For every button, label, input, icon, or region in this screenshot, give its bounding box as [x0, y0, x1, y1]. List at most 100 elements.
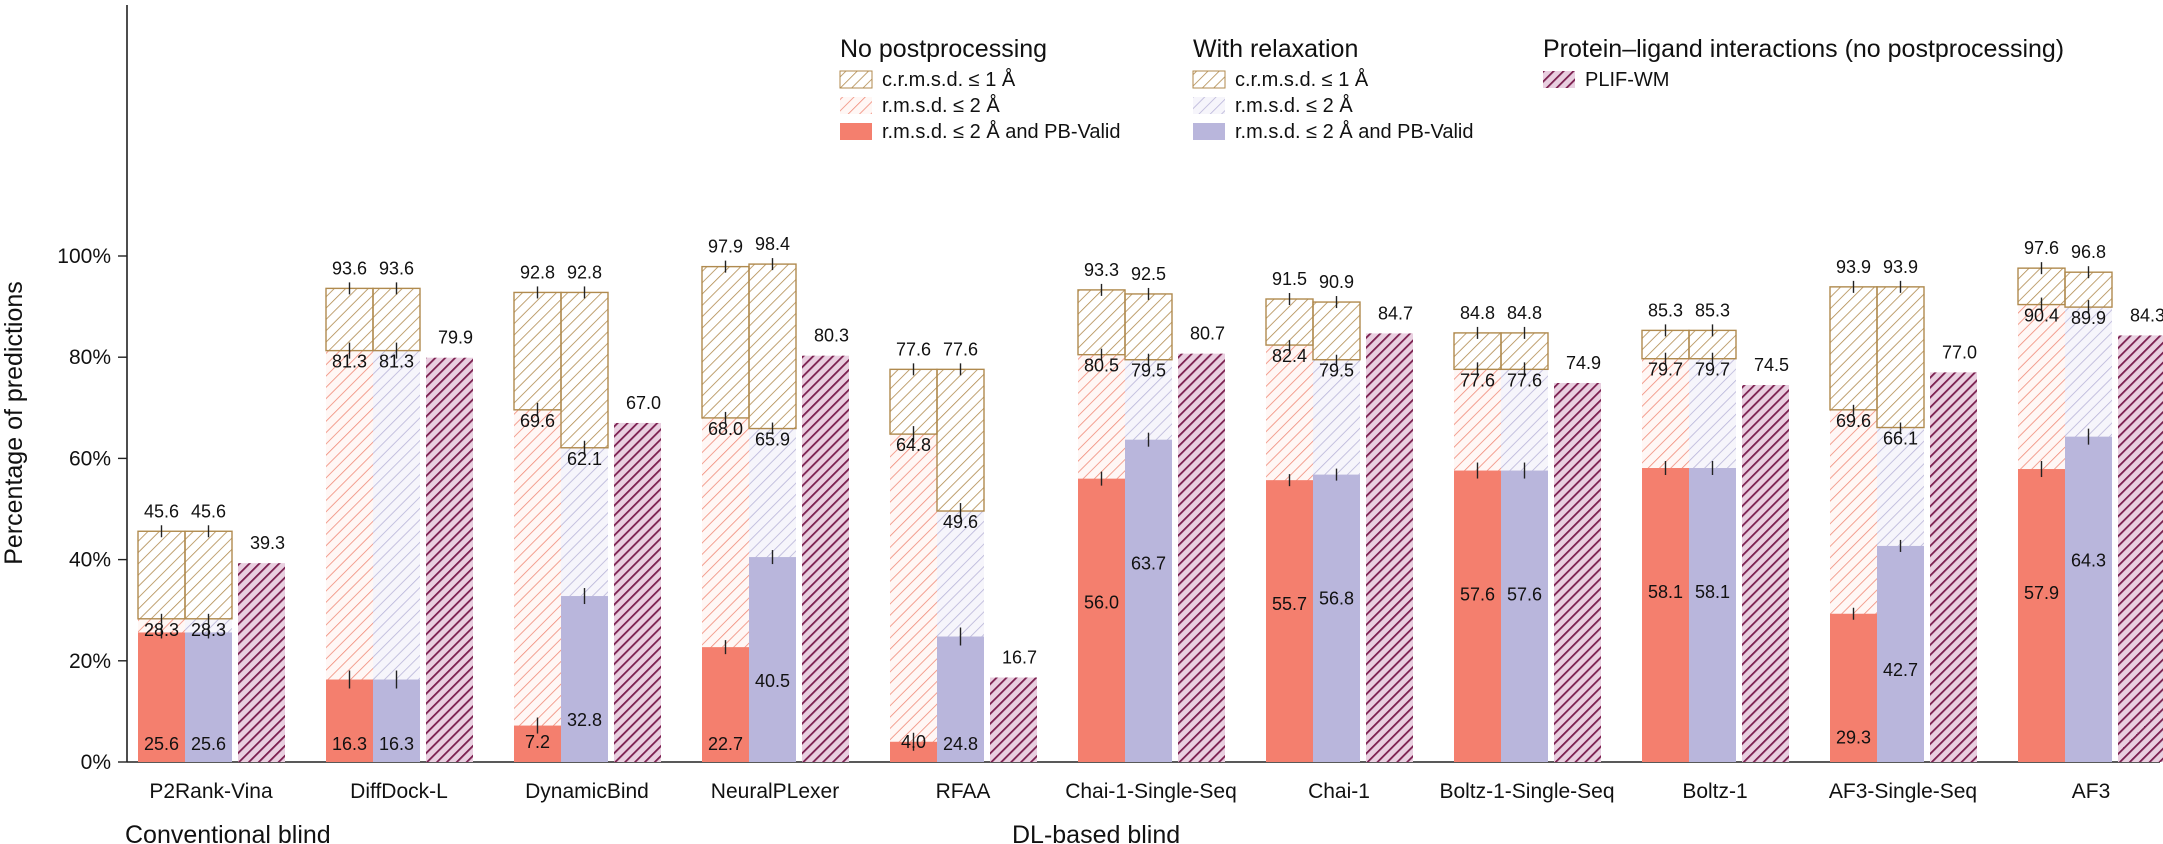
legend-label-relax-rmsd: r.m.s.d. ≤ 2 Å — [1235, 94, 1353, 117]
bar-plif-DiffDock-L — [426, 357, 473, 762]
value-label-plif: 74.5 — [1754, 355, 1789, 375]
bar-relax-pbvalid-DynamicBind — [561, 596, 608, 762]
value-label-plif: 16.7 — [1002, 647, 1037, 667]
bar-nopost-pbvalid-Boltz-1-Single-Seq — [1454, 470, 1501, 762]
bar-nopost-crmsd-DynamicBind — [513, 291, 562, 411]
value-label-relax-crmsd: 92.5 — [1131, 264, 1166, 284]
value-label-relax-rmsd: 77.6 — [1507, 370, 1542, 390]
group-label-dl-based: DL-based blind — [1012, 821, 1180, 844]
value-label-relax-crmsd: 92.8 — [567, 262, 602, 282]
value-label-plif: 77.0 — [1942, 342, 1977, 362]
category-label: Chai-1 — [1308, 780, 1370, 803]
bar-nopost-crmsd-Chai-1-Single-Seq — [1077, 289, 1126, 356]
legend-header-no-postprocessing: No postprocessing — [840, 35, 1047, 63]
category-label: AF3 — [2072, 780, 2111, 803]
bar-relax-pbvalid-NeuralPLexer — [749, 557, 796, 762]
bar-relax-crmsd-RFAA — [936, 368, 985, 512]
value-label-nopost-rmsd: 80.5 — [1084, 356, 1119, 376]
bar-plif-Boltz-1 — [1742, 385, 1789, 762]
category-label: Boltz-1-Single-Seq — [1439, 780, 1614, 803]
value-label-plif: 84.3 — [2130, 305, 2163, 325]
legend-label-nopost-rmsd: r.m.s.d. ≤ 2 Å — [882, 94, 1000, 117]
bar-relax-pbvalid-RFAA — [937, 636, 984, 762]
value-label-nopost-rmsd: 90.4 — [2024, 306, 2059, 326]
legend-swatch-nopost-crmsd — [839, 70, 873, 89]
value-label-nopost-pbvalid: 58.1 — [1648, 582, 1683, 602]
bar-relax-crmsd-AF3-Single-Seq — [1876, 286, 1925, 429]
value-label-plif: 80.3 — [814, 326, 849, 346]
bar-nopost-pbvalid-DiffDock-L — [326, 679, 373, 762]
bar-relax-pbvalid-Boltz-1-Single-Seq — [1501, 470, 1548, 762]
bar-relax-crmsd-DiffDock-L — [372, 287, 421, 352]
value-label-relax-rmsd: 81.3 — [379, 352, 414, 372]
bar-plif-Chai-1 — [1366, 333, 1413, 762]
value-label-plif: 67.0 — [626, 393, 661, 413]
value-label-relax-pbvalid: 25.6 — [191, 734, 226, 754]
bar-plif-RFAA — [990, 677, 1037, 762]
bar-nopost-crmsd-RFAA — [889, 368, 938, 435]
bar-plif-AF3-Single-Seq — [1930, 372, 1977, 762]
value-label-nopost-crmsd: 84.8 — [1460, 303, 1495, 323]
value-label-nopost-crmsd: 93.9 — [1836, 257, 1871, 277]
bar-nopost-pbvalid-Boltz-1 — [1642, 468, 1689, 762]
value-label-nopost-rmsd: 69.6 — [520, 411, 555, 431]
category-label: Boltz-1 — [1682, 780, 1747, 803]
legend-swatch-relax-rmsd — [1193, 97, 1225, 114]
legend-label-relax-pb: r.m.s.d. ≤ 2 Å and PB-Valid — [1235, 120, 1474, 143]
value-label-nopost-pbvalid: 57.6 — [1460, 585, 1495, 605]
value-label-relax-crmsd: 98.4 — [755, 234, 790, 254]
legend-swatch-relax-pb — [1193, 123, 1225, 140]
legend-label-nopost-pb: r.m.s.d. ≤ 2 Å and PB-Valid — [882, 120, 1121, 143]
value-label-relax-rmsd: 79.5 — [1319, 361, 1354, 381]
bar-plif-AF3 — [2118, 335, 2163, 762]
value-label-nopost-rmsd: 64.8 — [896, 435, 931, 455]
bar-nopost-pbvalid-AF3-Single-Seq — [1830, 613, 1877, 762]
value-label-nopost-pbvalid: 7.2 — [525, 732, 550, 752]
value-label-nopost-rmsd: 79.7 — [1648, 360, 1683, 380]
value-label-nopost-crmsd: 92.8 — [520, 262, 555, 282]
legend-label-relax-crmsd: c.r.m.s.d. ≤ 1 Å — [1235, 68, 1369, 91]
value-label-relax-pbvalid: 58.1 — [1695, 582, 1730, 602]
value-label-nopost-crmsd: 93.6 — [332, 258, 367, 278]
y-tick-label: 0% — [81, 751, 111, 774]
value-label-relax-crmsd: 93.6 — [379, 258, 414, 278]
bar-nopost-crmsd-Chai-1 — [1265, 298, 1314, 346]
y-tick-label: 100% — [57, 245, 111, 268]
category-label: DiffDock-L — [350, 780, 448, 803]
value-label-nopost-crmsd: 77.6 — [896, 339, 931, 359]
value-label-relax-rmsd: 79.5 — [1131, 361, 1166, 381]
value-label-nopost-crmsd: 97.9 — [708, 237, 743, 257]
category-label: NeuralPLexer — [711, 780, 839, 803]
y-tick-label: 80% — [69, 346, 111, 369]
value-label-relax-pbvalid: 40.5 — [755, 671, 790, 691]
category-label: Chai-1-Single-Seq — [1065, 780, 1237, 803]
value-label-nopost-crmsd: 91.5 — [1272, 269, 1307, 289]
y-tick-label: 60% — [69, 447, 111, 470]
bar-plif-NeuralPLexer — [802, 355, 849, 762]
bar-nopost-crmsd-P2Rank-Vina — [137, 530, 186, 620]
bar-nopost-pbvalid-Chai-1 — [1266, 480, 1313, 762]
value-label-nopost-pbvalid: 25.6 — [144, 734, 179, 754]
bar-relax-crmsd-NeuralPLexer — [748, 263, 797, 430]
bar-relax-crmsd-Chai-1-Single-Seq — [1124, 293, 1173, 361]
value-label-relax-pbvalid: 42.7 — [1883, 660, 1918, 680]
value-label-nopost-pbvalid: 55.7 — [1272, 594, 1307, 614]
bar-nopost-pbvalid-AF3 — [2018, 469, 2065, 762]
y-tick-label: 40% — [69, 549, 111, 572]
value-label-relax-crmsd: 85.3 — [1695, 300, 1730, 320]
bar-nopost-crmsd-DiffDock-L — [325, 287, 374, 352]
value-label-nopost-crmsd: 85.3 — [1648, 300, 1683, 320]
bar-nopost-crmsd-NeuralPLexer — [701, 265, 750, 419]
legend-swatch-nopost-rmsd — [840, 97, 872, 114]
bar-nopost-pbvalid-NeuralPLexer — [702, 647, 749, 762]
bar-relax-crmsd-P2Rank-Vina — [184, 530, 233, 620]
value-label-relax-pbvalid: 16.3 — [379, 734, 414, 754]
bar-nopost-pbvalid-Chai-1-Single-Seq — [1078, 478, 1125, 762]
bar-relax-crmsd-DynamicBind — [560, 291, 609, 449]
bar-plif-P2Rank-Vina — [238, 563, 285, 762]
group-label-conventional: Conventional blind — [125, 821, 331, 844]
value-label-relax-rmsd: 79.7 — [1695, 360, 1730, 380]
bar-relax-pbvalid-Boltz-1 — [1689, 468, 1736, 762]
value-label-relax-crmsd: 90.9 — [1319, 272, 1354, 292]
value-label-nopost-rmsd: 28.3 — [144, 620, 179, 640]
